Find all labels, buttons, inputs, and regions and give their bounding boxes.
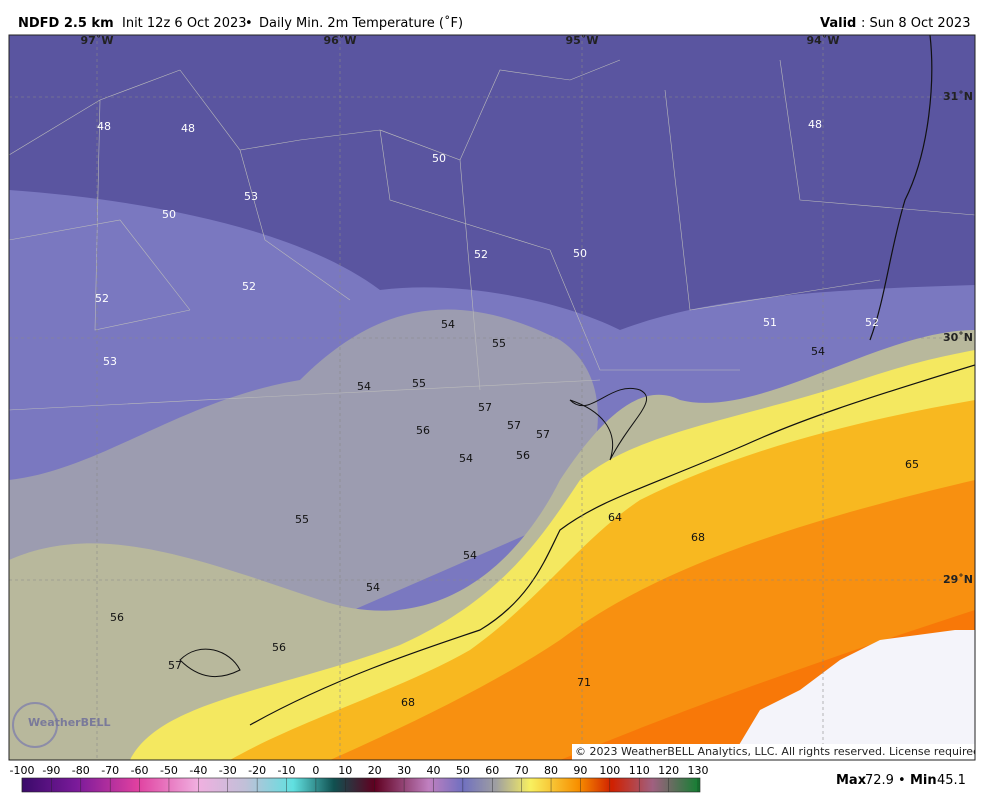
init: Init 12z 6 Oct 2023 (122, 16, 247, 31)
value-label: 48 (808, 118, 822, 131)
colorbar-ticks: -100 -90 -80 -70 -60 -50 -40 -30 -20 -10 0 10 20 30 40… (10, 764, 709, 792)
value-label: 54 (441, 318, 455, 331)
station-values: 48 48 50 48 53 50 52 50 52 52 54 55 51 52 54 53 54 55 57 57… (95, 118, 919, 709)
value-label: 68 (691, 531, 705, 544)
colorbar-tick-label: 70 (515, 764, 529, 777)
value-label: 57 (507, 419, 521, 432)
value-label: 54 (811, 345, 825, 358)
valid: : Sun 8 Oct 2023 (861, 16, 970, 31)
value-label: 55 (492, 337, 506, 350)
lon-label: 95˚W (566, 34, 599, 47)
lat-label: 29˚N (943, 573, 973, 586)
max-label: Max (836, 773, 867, 788)
lon-label: 96˚W (324, 34, 357, 47)
colorbar-tick-label: 20 (368, 764, 382, 777)
coastline (249, 364, 975, 726)
copyright-bg (572, 744, 975, 760)
lat-label: 30˚N (943, 331, 973, 344)
max: 72.9 (865, 773, 894, 788)
value-label: 53 (103, 355, 117, 368)
separator: • (245, 16, 253, 31)
geo-labels: 97˚W 96˚W 95˚W 94˚W 31˚N 30˚N 29˚N (81, 34, 973, 586)
colorbar-tick-label: -30 (219, 764, 237, 777)
value-label: 57 (478, 401, 492, 414)
value-label: 50 (432, 152, 446, 165)
value-label: 54 (463, 549, 477, 562)
colorbar-tick-label: 120 (658, 764, 679, 777)
colorbar-tick-label: -100 (10, 764, 35, 777)
colorbar-tick-label: -40 (189, 764, 207, 777)
map-frame (8, 34, 976, 761)
value-label: 56 (416, 424, 430, 437)
value-label: 54 (357, 380, 371, 393)
value-label: 71 (577, 676, 591, 689)
colorbar-tick-label: -20 (248, 764, 266, 777)
colorbar-tick-label: -90 (42, 764, 60, 777)
colorbar (21, 777, 701, 793)
state-border (869, 35, 933, 341)
value-label: 54 (366, 581, 380, 594)
colorbar-tick-label: 40 (426, 764, 440, 777)
colorbar-tick-label: -60 (131, 764, 149, 777)
colorbar-tick-label: 10 (338, 764, 352, 777)
value-label: 68 (401, 696, 415, 709)
model: NDFD 2.5 km (18, 16, 114, 31)
value-label: 57 (168, 659, 182, 672)
value-label: 56 (110, 611, 124, 624)
colorbar-tick-label: 0 (312, 764, 319, 777)
colorbar-tick-label: 30 (397, 764, 411, 777)
value-label: 65 (905, 458, 919, 471)
value-label: 52 (474, 248, 488, 261)
value-label: 52 (242, 280, 256, 293)
colorbar-tick-label: 90 (573, 764, 587, 777)
colorbar-tick-label: 100 (599, 764, 620, 777)
lat-label: 31˚N (943, 90, 973, 103)
value-label: 52 (95, 292, 109, 305)
value-label: 54 (459, 452, 473, 465)
value-label: 56 (516, 449, 530, 462)
bay-outline (179, 387, 647, 678)
lon-label: 94˚W (807, 34, 840, 47)
value-label: 53 (244, 190, 258, 203)
product: Daily Min. 2m Temperature (˚F) (259, 15, 463, 31)
colorbar-tick-label: 110 (629, 764, 650, 777)
colorbar-tick-label: 50 (456, 764, 470, 777)
value-label: 64 (608, 511, 622, 524)
map: 48 48 50 48 53 50 52 50 52 52 54 55 51 52 54 53 54 55 57 57… (9, 35, 984, 760)
logo-mark (12, 702, 58, 748)
value-label: 55 (295, 513, 309, 526)
value-label: 51 (763, 316, 777, 329)
separator: • (898, 773, 906, 788)
colorbar-tick-label: -80 (72, 764, 90, 777)
valid-label: Valid (820, 16, 856, 31)
colorbar-tick-label: 60 (485, 764, 499, 777)
county-lines (9, 59, 975, 411)
graticule (9, 35, 975, 760)
colorbar-tick-label: 130 (688, 764, 709, 777)
value-label: 56 (272, 641, 286, 654)
min-label: Min (910, 773, 937, 788)
copyright: © 2023 WeatherBELL Analytics, LLC. All r… (575, 745, 984, 758)
colorbar-tick-label: -50 (160, 764, 178, 777)
min: 45.1 (937, 773, 966, 788)
value-label: 50 (573, 247, 587, 260)
colorbar-tick-label: -70 (101, 764, 119, 777)
value-label: 52 (865, 316, 879, 329)
logo: WeatherBELL (28, 716, 111, 729)
colorbar-tick-label: -10 (278, 764, 296, 777)
value-label: 48 (97, 120, 111, 133)
no-data (730, 630, 975, 760)
value-label: 57 (536, 428, 550, 441)
value-label: 48 (181, 122, 195, 135)
colorbar-tick-label: 80 (544, 764, 558, 777)
value-label: 55 (412, 377, 426, 390)
lon-label: 97˚W (81, 34, 114, 47)
value-label: 50 (162, 208, 176, 221)
